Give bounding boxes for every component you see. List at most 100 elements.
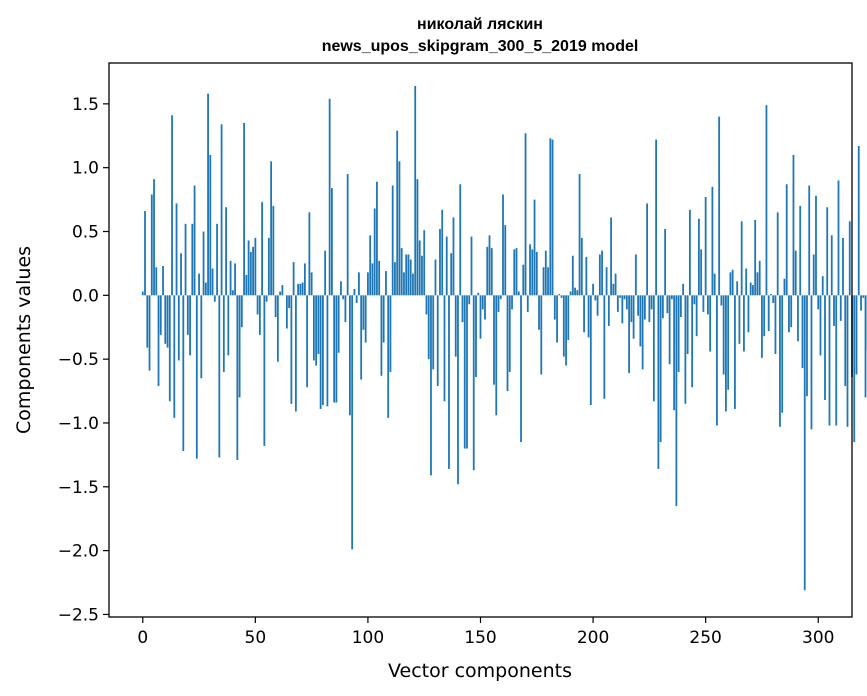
bar-142 — [461, 295, 464, 323]
bar-169 — [522, 264, 525, 296]
bar-309 — [837, 180, 840, 296]
bar-264 — [736, 281, 739, 296]
bar-272 — [754, 220, 757, 296]
bar-19 — [184, 223, 187, 296]
bar-92 — [349, 295, 351, 416]
bar-234 — [668, 295, 671, 365]
bar-266 — [740, 221, 743, 296]
x-tick-label: 100 — [352, 628, 384, 648]
bar-228 — [655, 139, 658, 296]
y-tick-label: −2.0 — [58, 542, 99, 562]
bar-108 — [385, 271, 387, 296]
y-tick-label: −2.5 — [58, 605, 99, 625]
bar-164 — [511, 295, 513, 310]
bar-222 — [641, 295, 644, 370]
bar-118 — [407, 254, 410, 296]
x-tick-label: 250 — [689, 628, 721, 648]
bar-257 — [720, 295, 723, 306]
bar-166 — [515, 248, 518, 296]
bar-185 — [558, 294, 561, 296]
bar-157 — [495, 295, 498, 416]
bar-52 — [258, 295, 261, 335]
bar-120 — [412, 273, 414, 296]
bar-243 — [688, 209, 691, 296]
bar-149 — [477, 292, 480, 296]
bar-22 — [191, 223, 194, 296]
bar-180 — [547, 267, 549, 296]
bar-15 — [175, 203, 178, 296]
bar-89 — [342, 295, 345, 300]
bar-304 — [826, 207, 829, 296]
bar-175 — [535, 251, 538, 296]
bar-128 — [430, 295, 432, 476]
bar-136 — [448, 295, 450, 469]
bar-44 — [240, 295, 243, 328]
bar-311 — [842, 237, 844, 296]
bar-21 — [189, 295, 191, 356]
bar-191 — [571, 255, 574, 296]
bar-229 — [657, 295, 660, 469]
bar-172 — [529, 244, 531, 296]
bar-96 — [358, 272, 360, 296]
bar-115 — [400, 248, 403, 296]
bar-321 — [864, 295, 867, 398]
bar-269 — [747, 295, 750, 333]
bar-263 — [734, 295, 736, 409]
bar-119 — [409, 259, 412, 296]
bar-49 — [252, 246, 254, 296]
bar-248 — [700, 249, 703, 296]
bar-251 — [707, 295, 709, 315]
bar-256 — [718, 116, 721, 296]
bar-237 — [675, 295, 678, 506]
bar-121 — [414, 85, 417, 296]
bar-26 — [200, 295, 203, 379]
bar-174 — [533, 199, 536, 296]
bar-206 — [605, 267, 608, 296]
bar-50 — [254, 237, 257, 296]
bar-78 — [317, 295, 320, 355]
bar-170 — [524, 133, 527, 296]
bar-299 — [815, 195, 817, 296]
bar-235 — [670, 295, 673, 300]
bar-250 — [704, 197, 707, 296]
chart-title: николай ляскин — [417, 16, 543, 33]
bar-13 — [171, 115, 173, 296]
bar-100 — [367, 272, 369, 296]
bar-85 — [333, 295, 336, 403]
bar-48 — [249, 251, 252, 296]
bar-220 — [637, 295, 640, 316]
bar-171 — [526, 295, 529, 312]
bar-122 — [416, 179, 419, 296]
bar-207 — [607, 295, 610, 326]
bar-28 — [204, 282, 207, 296]
bar-series — [141, 85, 867, 591]
y-tick-label: −1.0 — [58, 414, 99, 434]
bar-307 — [833, 295, 835, 326]
bar-280 — [772, 295, 775, 303]
bar-7 — [157, 295, 160, 386]
bar-267 — [743, 295, 745, 352]
x-axis-ticks: 0 50 100 150 200 250 300 — [137, 617, 834, 648]
bar-76 — [312, 295, 315, 361]
bar-270 — [749, 282, 752, 296]
bar-268 — [745, 268, 748, 296]
bar-273 — [756, 272, 759, 296]
bar-5 — [153, 179, 155, 296]
bar-247 — [698, 218, 700, 296]
y-tick-label: −1.5 — [58, 478, 99, 498]
bar-199 — [589, 295, 592, 406]
bar-208 — [610, 217, 612, 296]
bar-278 — [767, 295, 770, 332]
bar-139 — [454, 295, 457, 357]
bar-245 — [693, 295, 696, 305]
bar-66 — [290, 295, 293, 404]
bar-137 — [450, 253, 453, 296]
bar-43 — [238, 295, 241, 398]
bar-160 — [502, 194, 504, 296]
bar-183 — [553, 295, 556, 320]
bar-73 — [306, 295, 309, 388]
bar-91 — [346, 174, 349, 296]
bar-145 — [468, 295, 471, 305]
bar-98 — [362, 295, 365, 330]
bar-138 — [452, 217, 455, 296]
